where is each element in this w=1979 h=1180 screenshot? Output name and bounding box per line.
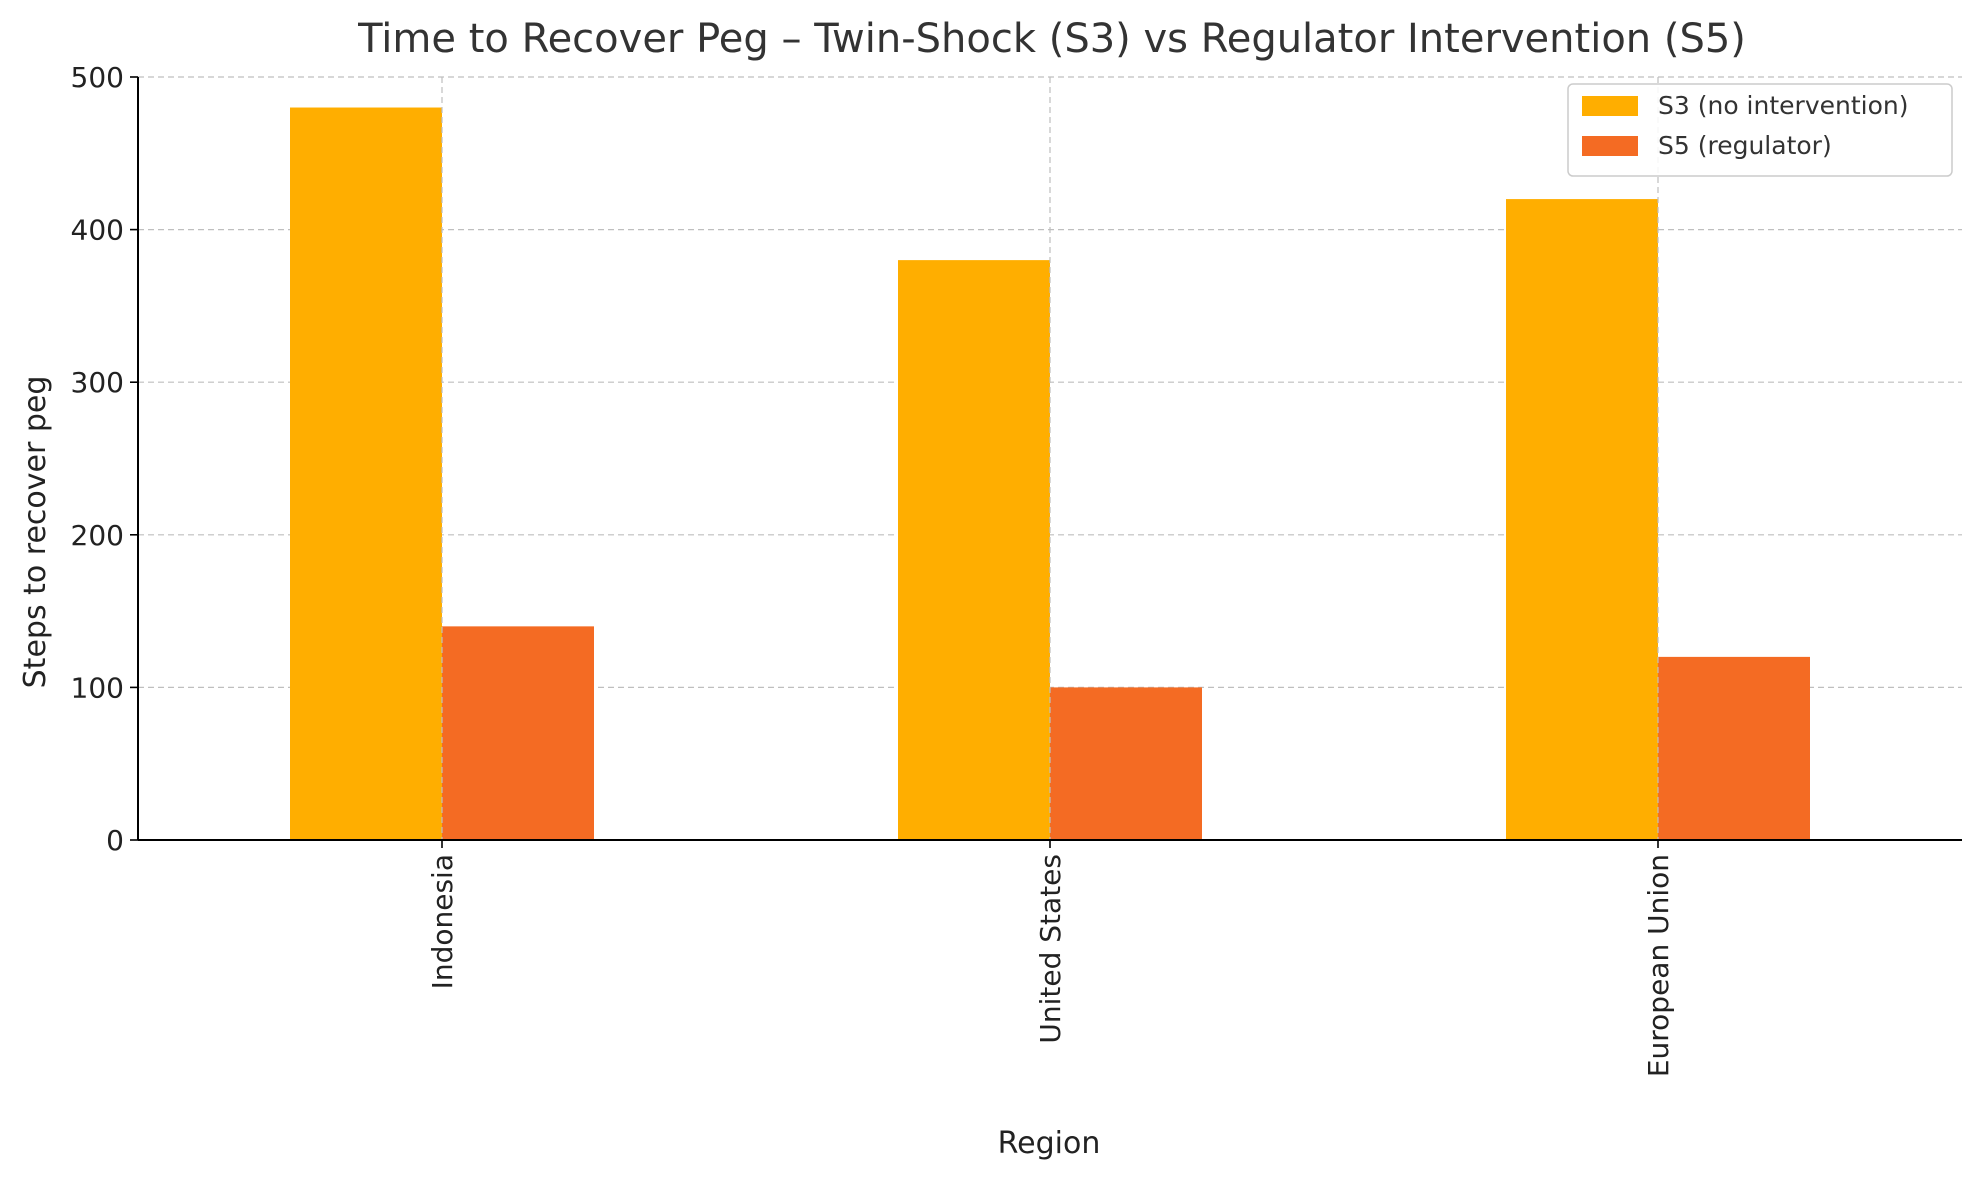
legend-label-2: S5 (regulator) [1658, 131, 1832, 160]
y-tick-label-300: 300 [71, 366, 124, 399]
x-tick-label-united-states: United States [1034, 854, 1067, 1044]
bar-european-union-series-1 [1506, 199, 1658, 840]
x-tick-label-indonesia: Indonesia [426, 854, 459, 989]
bar-united-states-series-2 [1050, 687, 1202, 840]
bar-indonesia-series-1 [290, 107, 442, 840]
axes [130, 76, 1962, 848]
bar-indonesia-series-2 [442, 626, 594, 840]
y-tick-label-500: 500 [71, 61, 124, 94]
tick-labels: 0 100 200 300 400 500 Indonesia United States Eu… [71, 61, 1675, 1077]
chart-title: Time to Recover Peg – Twin-Shock (S3) vs… [357, 16, 1746, 62]
legend-box [1567, 83, 1953, 177]
bars [290, 77, 1810, 840]
y-axis-label: Steps to recover peg [18, 376, 53, 689]
bar-united-states-series-1 [898, 260, 1050, 840]
legend-label-1: S3 (no intervention) [1658, 91, 1908, 120]
x-axis-label: Region [998, 1126, 1101, 1161]
y-tick-label-200: 200 [71, 519, 124, 552]
y-tick-label-0: 0 [106, 824, 124, 857]
legend: S3 (no intervention) S5 (regulator) [1567, 83, 1953, 177]
legend-swatch-2 [1582, 136, 1638, 156]
x-tick-label-european-union: European Union [1642, 854, 1675, 1077]
y-tick-label-400: 400 [71, 214, 124, 247]
bar-european-union-series-2 [1658, 656, 1810, 840]
legend-swatch-1 [1582, 96, 1638, 116]
y-tick-label-100: 100 [71, 671, 124, 704]
